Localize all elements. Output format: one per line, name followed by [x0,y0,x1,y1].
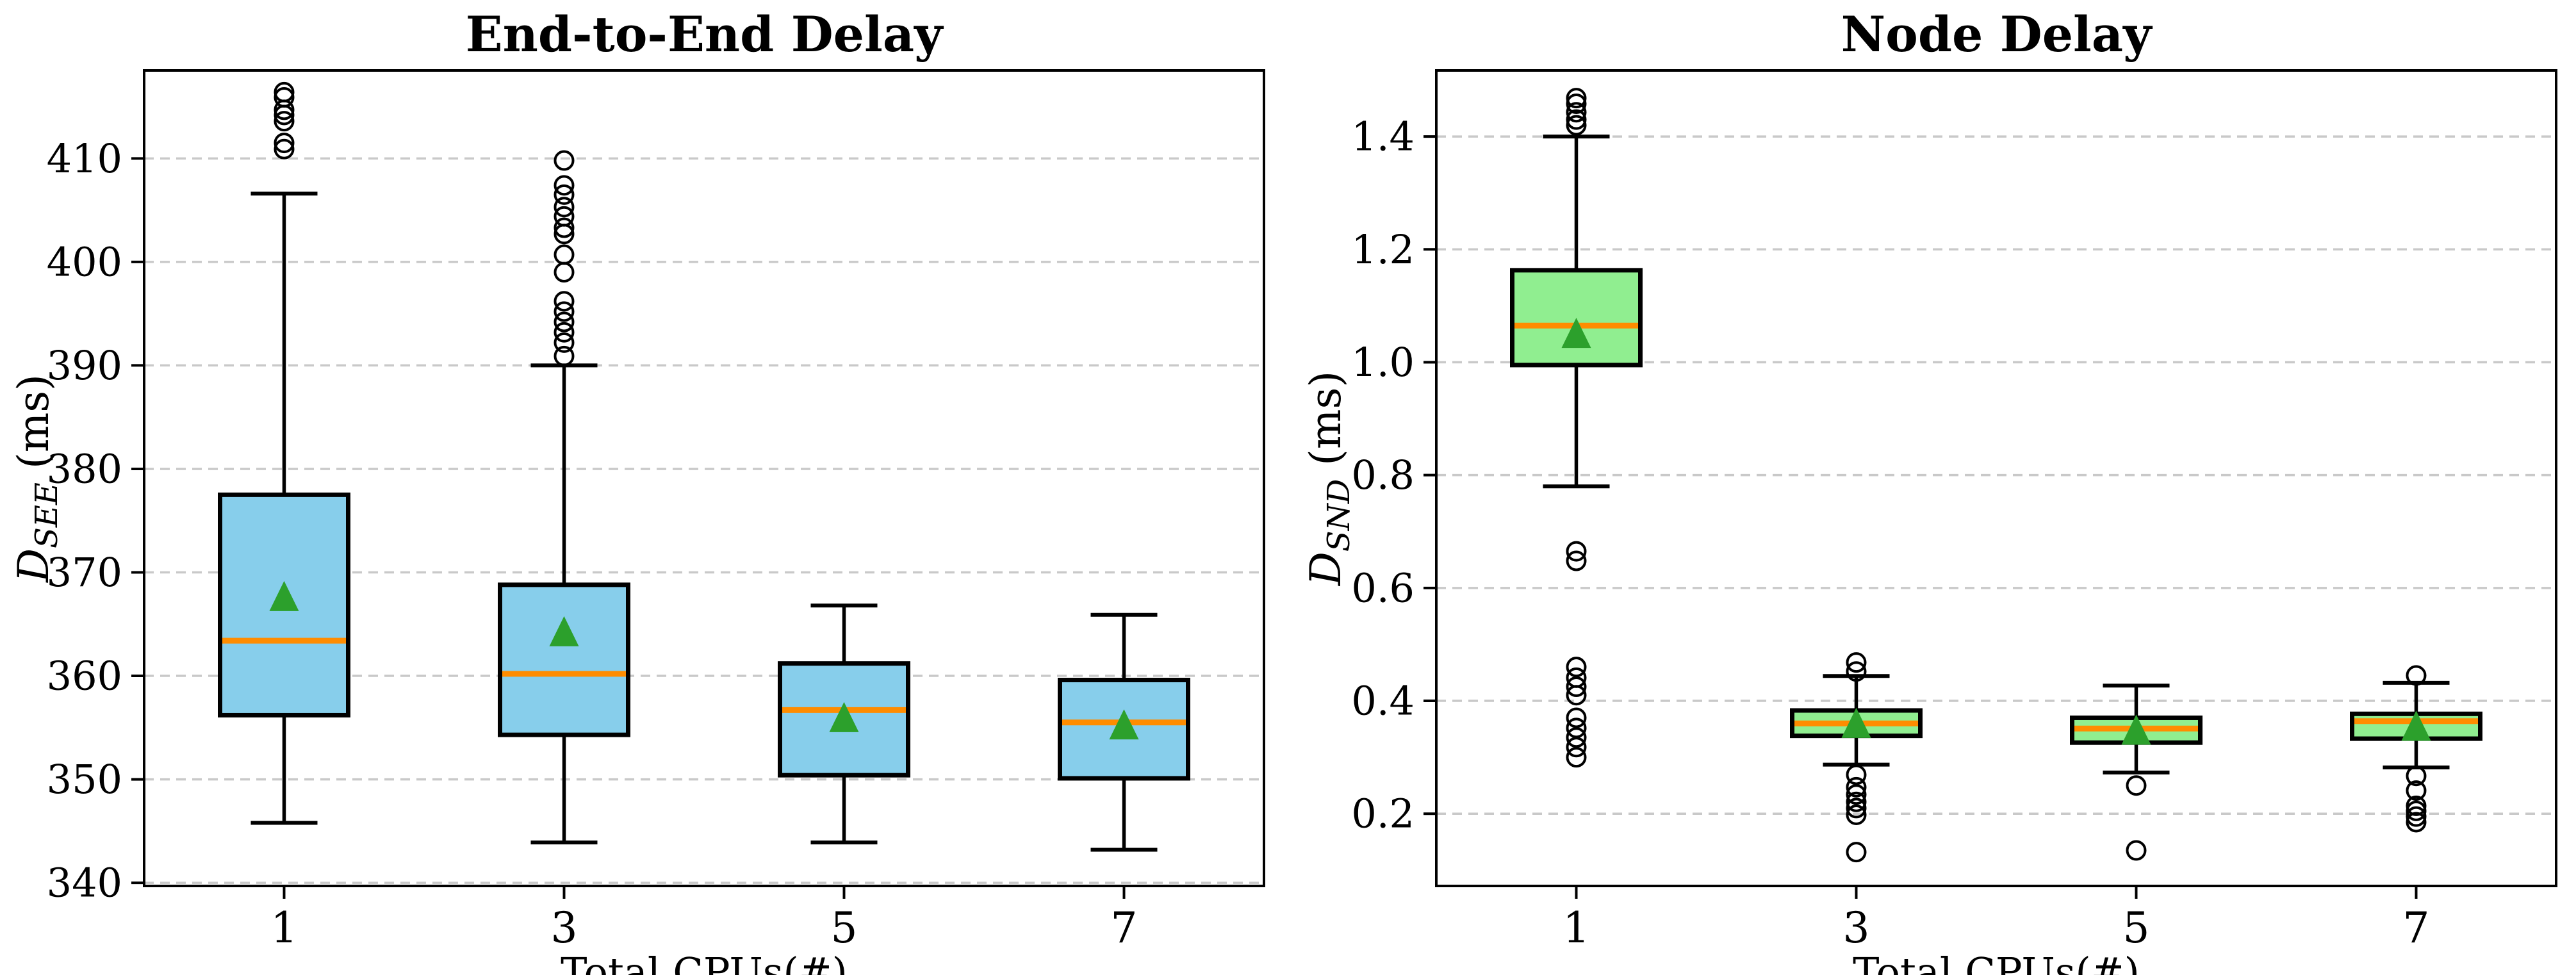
outlier-point [1846,842,1867,863]
outlier-point [1846,798,1867,819]
outlier-point [2406,806,2427,827]
x-tick-label: 3 [551,903,578,953]
mean-marker [2121,714,2151,745]
y-tick-label: 340 [47,860,122,906]
outlier-point [2406,812,2427,833]
outlier-point [274,81,295,102]
outlier-point [274,87,295,108]
outlier-point [1846,776,1867,798]
outlier-point [1566,727,1587,748]
y-tick-label: 390 [47,342,122,389]
y-axis-label: DSND (ms) [1301,371,1357,586]
x-tick-label: 1 [1563,903,1590,953]
x-tick-label: 1 [271,903,298,953]
outlier-point [1846,784,1867,805]
outlier-point [1566,88,1587,109]
y-tick-label: 0.6 [1351,564,1415,611]
mean-marker [1561,318,1591,348]
outlier-point [554,184,575,205]
outlier-point [274,138,295,160]
outlier-point [1846,661,1867,682]
outlier-point [554,150,575,171]
y-tick-label: 400 [47,238,122,285]
outlier-point [554,175,575,196]
outlier-point [554,206,575,227]
outlier-point [274,133,295,154]
outlier-point [554,311,575,332]
outlier-point [554,301,575,322]
outlier-point [1566,747,1587,768]
y-tick-label: 0.2 [1351,791,1415,837]
y-tick-label: 0.8 [1351,452,1415,498]
outlier-point [1566,115,1587,136]
outlier-point [1846,764,1867,785]
mean-marker [2401,710,2431,741]
outlier-point [1846,791,1867,812]
x-axis-label: Total CPUs(#) [1853,949,2140,975]
mean-marker [1109,709,1139,740]
y-tick-label: 1.0 [1351,339,1415,386]
outlier-point [2126,775,2147,796]
outlier-point [1566,93,1587,114]
box-iqr [498,582,630,737]
outlier-point [554,197,575,218]
outlier-point [1566,657,1587,678]
mean-marker [1841,707,1871,738]
outlier-point [1566,550,1587,571]
axes-frame [143,69,1265,887]
outlier-point [2406,665,2427,686]
outlier-point [554,217,575,238]
x-axis-label: Total CPUs(#) [561,949,848,975]
x-tick-label: 7 [2403,903,2430,953]
y-tick-label: 1.4 [1351,113,1415,160]
outlier-point [554,322,575,343]
y-tick-label: 350 [47,756,122,803]
x-tick-label: 3 [1843,903,1870,953]
outlier-point [1566,707,1587,728]
y-tick-label: 370 [47,549,122,596]
outlier-point [554,332,575,353]
outlier-point [1566,541,1587,562]
y-tick-label: 0.4 [1351,678,1415,725]
mean-marker [829,701,859,732]
outlier-point [1846,652,1867,673]
outlier-point [1566,109,1587,130]
outlier-point [2406,795,2427,816]
outlier-point [1566,102,1587,123]
outlier-point [1566,676,1587,698]
x-tick-label: 7 [1111,903,1138,953]
box-iqr [1510,268,1643,368]
outlier-point [1566,685,1587,706]
outlier-point [554,262,575,283]
y-tick-label: 410 [47,135,122,182]
y-tick-label: 360 [47,653,122,700]
mean-marker [549,616,579,646]
outlier-point [2406,800,2427,821]
outlier-point [1566,737,1587,758]
x-tick-label: 5 [2123,903,2150,953]
x-tick-label: 5 [831,903,858,953]
outlier-point [1846,804,1867,825]
outlier-point [554,291,575,312]
mean-marker [269,580,299,611]
y-tick-label: 1.2 [1351,226,1415,273]
chart-title: Node Delay [1841,6,2153,63]
outlier-point [2406,780,2427,801]
outlier-point [274,111,295,132]
y-tick-label: 380 [47,445,122,492]
y-axis-label: DSEE (ms) [9,374,65,583]
chart-title: End-to-End Delay [466,6,944,63]
outlier-point [2126,840,2147,861]
outlier-point [2406,766,2427,787]
outlier-point [554,345,575,366]
outlier-point [554,244,575,265]
axes-frame [1435,69,2557,887]
